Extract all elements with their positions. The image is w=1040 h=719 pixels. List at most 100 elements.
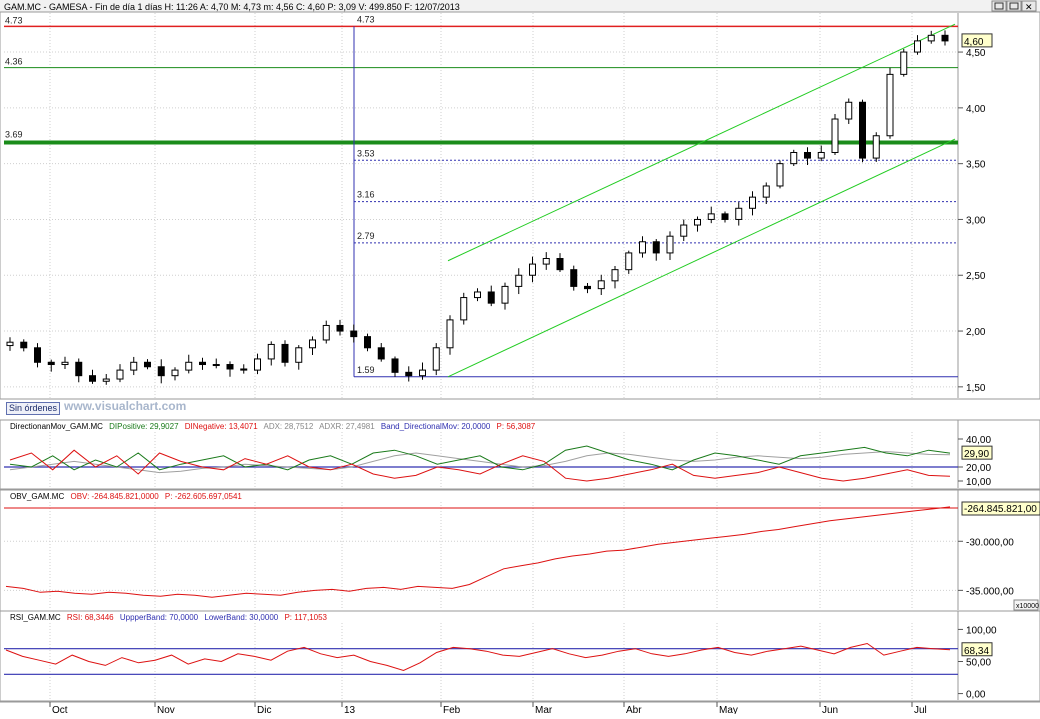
- dmi-legend-band: Band_DirectionalMov: 20,0000: [381, 422, 491, 431]
- dmi-legend-neg: DINegative: 13,4071: [185, 422, 258, 431]
- price-y-label: 3,50: [966, 160, 986, 171]
- candle-body: [226, 364, 234, 370]
- price-last-label: 4,60: [964, 37, 984, 48]
- dmi-legend-p: P: 56,3087: [497, 422, 536, 431]
- close-icon[interactable]: [1021, 0, 1037, 12]
- candle-body: [666, 235, 674, 254]
- rsi-y-label: 100,00: [966, 625, 997, 636]
- price-y-label: 1,50: [966, 383, 986, 394]
- candle-body: [927, 34, 935, 42]
- obv-panel: -30.000,00 -35.000,00 -264.845.821,00 x1000…: [4, 501, 1040, 611]
- price-panel: 4,50 4,00 3,50 3,00 2,50 2,00 1,50 4.73 4.36 3.69…: [4, 14, 993, 394]
- candle-body: [680, 224, 688, 237]
- dmi-y-label: 10,00: [966, 477, 991, 488]
- candle-body: [859, 101, 866, 159]
- candle-body: [102, 378, 110, 382]
- rsi-legend-p: P: 117,1053: [284, 613, 327, 622]
- window-controls[interactable]: ✕: [991, 0, 1037, 12]
- candle-body: [322, 324, 330, 341]
- candle-body: [721, 213, 729, 220]
- obv-legend-obv: OBV: -264.845.821,0000: [70, 492, 159, 501]
- candle-body: [474, 291, 481, 299]
- dmi-legend-adx: ADX: 28,7512: [263, 422, 313, 431]
- price-y-label: 2,50: [966, 271, 986, 282]
- x-tick-label: Feb: [443, 705, 461, 714]
- fib-low-label: 1.59: [357, 365, 375, 375]
- candle-body: [6, 341, 14, 347]
- candle-body: [116, 369, 124, 380]
- candle-body: [639, 241, 646, 254]
- di-negative-line: [9, 449, 951, 482]
- rsi-legend-rsi: RSI: 68,3446: [67, 613, 114, 622]
- dmi-legend-pos: DIPositive: 29,9027: [109, 422, 179, 431]
- candle-body: [570, 269, 578, 287]
- obv-y-label: -30.000,00: [966, 537, 1014, 548]
- candle-body: [350, 330, 358, 338]
- dmi-panel: 40,00 20,00 10,00 29,90: [4, 435, 993, 488]
- candle-body: [804, 151, 811, 159]
- candle-body: [89, 375, 96, 382]
- candle-body: [432, 347, 440, 371]
- dmi-legend-adxr: ADXR: 27,4981: [319, 422, 375, 431]
- rsi-legend-upper: UppperBand: 70,0000: [120, 613, 199, 622]
- candle-body: [487, 291, 495, 304]
- candle-body: [199, 361, 206, 366]
- obv-last-label: -264.845.821,00: [964, 504, 1037, 515]
- resistance-label: 4.73: [5, 15, 23, 25]
- candle-body: [144, 361, 151, 368]
- candle-body: [309, 339, 316, 349]
- candle-body: [75, 361, 83, 377]
- rsi-legend-prefix: RSI_GAM.MC: [10, 613, 61, 622]
- candle-body: [47, 361, 55, 366]
- candle-body: [20, 341, 28, 349]
- candle-body: [941, 34, 949, 42]
- x-tick-label: May: [719, 705, 738, 714]
- price-y-label: 4,50: [966, 48, 986, 59]
- candle-body: [597, 280, 605, 290]
- obv-multiplier-box: [1013, 599, 1039, 611]
- maximize-icon[interactable]: [1006, 0, 1022, 12]
- candle-body: [625, 252, 633, 271]
- obv-legend-prefix: OBV_GAM.MC: [10, 492, 64, 501]
- candle-body: [694, 218, 701, 226]
- orders-badge[interactable]: Sin órdenes: [6, 402, 61, 415]
- candle-body: [212, 364, 220, 367]
- fib-level-label: 3.16: [357, 190, 375, 200]
- candle-body: [240, 368, 248, 371]
- rsi-last-label: 68,34: [964, 646, 989, 657]
- candle-body: [515, 274, 523, 287]
- candle-body: [776, 163, 784, 187]
- obv-y-label: -35.000,00: [966, 586, 1014, 597]
- fib-high-label: 4.73: [357, 14, 375, 24]
- x-tick-label: Nov: [157, 705, 175, 714]
- candle-body: [900, 51, 908, 75]
- close-icon-glyph: ✕: [1025, 2, 1033, 12]
- candle-body: [185, 361, 193, 371]
- candle-body: [405, 371, 413, 377]
- rsi-last-box: [961, 642, 993, 657]
- x-tick-label: Mar: [535, 705, 553, 714]
- candle-body: [419, 369, 426, 377]
- candle-body: [831, 118, 839, 153]
- price-panel-frame: [0, 11, 1040, 400]
- restore-icon[interactable]: [991, 0, 1007, 12]
- candle-body: [872, 135, 880, 159]
- rsi-legend: RSI_GAM.MC RSI: 68,3446 UppperBand: 70,0…: [10, 613, 328, 622]
- candle-body: [529, 263, 536, 276]
- candle-body: [652, 241, 660, 254]
- candle-body: [295, 347, 303, 363]
- support-label: 3.69: [5, 129, 23, 139]
- fib-level-label: 3.53: [357, 148, 375, 158]
- x-tick-label: Jun: [822, 705, 838, 714]
- restore-icon-glyph: [994, 2, 1004, 10]
- di-positive-line: [9, 445, 951, 471]
- candle-body: [762, 185, 770, 198]
- candle-body: [267, 343, 275, 360]
- candle-body: [542, 258, 550, 265]
- mid-level-label: 4.36: [5, 57, 23, 67]
- fib-level-label: 2.79: [357, 231, 375, 241]
- candle-body: [130, 361, 138, 371]
- obv-legend-p: P: -262.605.697,0541: [165, 492, 243, 501]
- candle-body: [735, 207, 743, 220]
